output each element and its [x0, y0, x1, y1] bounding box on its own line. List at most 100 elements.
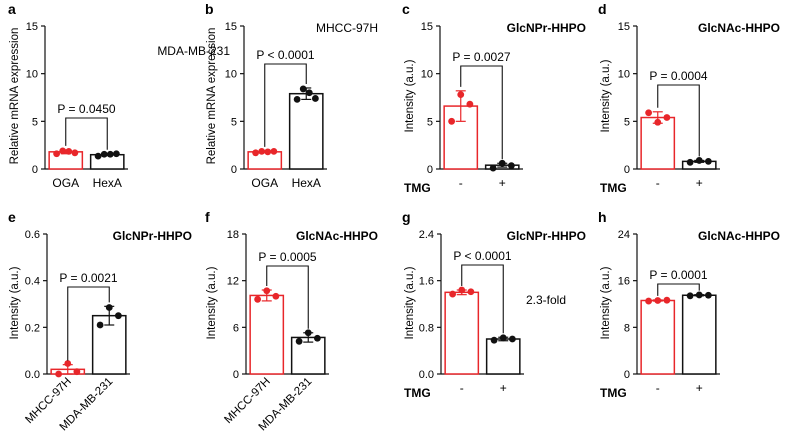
y-tick-label: 18	[227, 229, 239, 241]
treatment-label: TMG	[404, 181, 431, 195]
y-tick-label: 15	[26, 21, 38, 33]
significance-bracket	[657, 283, 700, 296]
p-value-label: P = 0.0004	[649, 69, 707, 83]
bar-1	[640, 299, 676, 375]
bar-2	[288, 92, 324, 170]
treatment-label: TMG	[600, 386, 627, 400]
fold-change-annotation: 2.3-fold	[526, 293, 566, 307]
y-tick-label: 0.4	[25, 276, 40, 288]
y-tick-label: 2.4	[419, 229, 434, 241]
y-tick-label: 0	[231, 164, 237, 176]
data-point	[258, 147, 266, 155]
x-category-label: OGA	[52, 176, 79, 190]
significance-bracket	[266, 265, 309, 329]
y-axis-label: Relative mRNA expression	[9, 28, 21, 165]
y-axis-label: Intensity (a.u.)	[404, 266, 416, 339]
data-point	[304, 329, 312, 337]
data-point	[704, 157, 712, 165]
data-point	[645, 109, 653, 117]
y-tick-label: 12	[227, 276, 239, 288]
treatment-label: TMG	[404, 386, 431, 400]
panel-letter: a	[8, 1, 16, 17]
data-point	[55, 370, 63, 378]
panel-title: GlcNPr-HHPO	[507, 229, 586, 243]
data-point	[695, 157, 703, 164]
bar-1	[444, 291, 480, 375]
p-value-label: P = 0.0001	[649, 268, 707, 282]
panel-title: MDA-MB-231	[157, 44, 230, 58]
significance-bracket	[460, 65, 503, 160]
data-point	[106, 150, 114, 158]
data-point	[686, 292, 694, 300]
data-point	[299, 85, 307, 93]
panel-title: GlcNAc-HHPO	[698, 229, 780, 243]
data-point	[114, 312, 122, 320]
data-point	[499, 334, 507, 342]
panel-letter: c	[402, 1, 410, 17]
p-value-label: P < 0.0001	[256, 48, 314, 62]
y-axis-label: Intensity (a.u.)	[9, 266, 21, 339]
data-point	[645, 297, 653, 305]
x-category-label: -	[656, 381, 660, 395]
panel-letter: e	[8, 209, 16, 225]
y-tick-label: 0.0	[25, 369, 40, 381]
p-value-label: P = 0.0021	[59, 271, 117, 285]
y-tick-label: 5	[231, 116, 237, 128]
data-point	[449, 290, 457, 298]
data-point	[252, 149, 260, 157]
y-tick-label: 0.2	[25, 322, 40, 334]
panel-letter: g	[402, 209, 411, 225]
data-point	[663, 296, 671, 304]
bar-2	[681, 294, 717, 375]
significance-bracket	[67, 286, 110, 361]
y-tick-label: 8	[624, 322, 630, 334]
panel-letter: h	[598, 209, 607, 225]
y-tick-label: 10	[26, 69, 38, 81]
x-category-label: HexA	[93, 176, 122, 190]
x-category-label: -	[656, 176, 660, 190]
panel-title: GlcNPr-HHPO	[113, 229, 192, 243]
data-point	[313, 334, 321, 342]
bar-2	[485, 338, 521, 375]
data-point	[508, 335, 516, 343]
data-point	[53, 150, 61, 158]
data-point	[270, 147, 278, 155]
data-point	[59, 147, 67, 155]
y-tick-label: 15	[225, 21, 237, 33]
x-category-label: +	[500, 381, 507, 395]
x-category-label: HexA	[292, 176, 321, 190]
panel-g: g GlcNPr-HHPO Intensity (a.u.) 0.0 0.8 1.6 2.4…	[402, 209, 586, 400]
x-category-label: -	[460, 381, 464, 395]
data-point	[73, 368, 81, 376]
y-tick-label: 15	[421, 21, 433, 33]
y-axis-label: Intensity (a.u.)	[404, 59, 416, 132]
data-point	[263, 287, 271, 295]
panel-letter: d	[598, 1, 607, 17]
y-tick-label: 0	[32, 164, 38, 176]
bar-1	[249, 294, 285, 375]
panel-title: GlcNAc-HHPO	[296, 229, 378, 243]
p-value-label: P = 0.0005	[258, 250, 316, 264]
x-category-label: -	[459, 176, 463, 190]
y-tick-label: 0.6	[25, 229, 40, 241]
p-value-label: P = 0.0450	[57, 102, 115, 116]
p-value-label: P = 0.0027	[452, 50, 510, 64]
data-point	[490, 336, 498, 344]
data-point	[305, 89, 313, 97]
treatment-label: TMG	[600, 181, 627, 195]
data-point	[293, 96, 301, 103]
panel-letter: b	[205, 1, 214, 17]
p-value-label: P < 0.0001	[453, 249, 511, 263]
significance-bracket	[264, 63, 307, 147]
data-point	[489, 164, 497, 172]
data-point	[311, 95, 319, 102]
data-point	[64, 360, 72, 367]
y-tick-label: 0.8	[419, 322, 434, 334]
data-point	[654, 118, 662, 126]
x-category-label: OGA	[251, 176, 278, 190]
data-point	[264, 148, 272, 156]
y-tick-label: 5	[427, 116, 433, 128]
